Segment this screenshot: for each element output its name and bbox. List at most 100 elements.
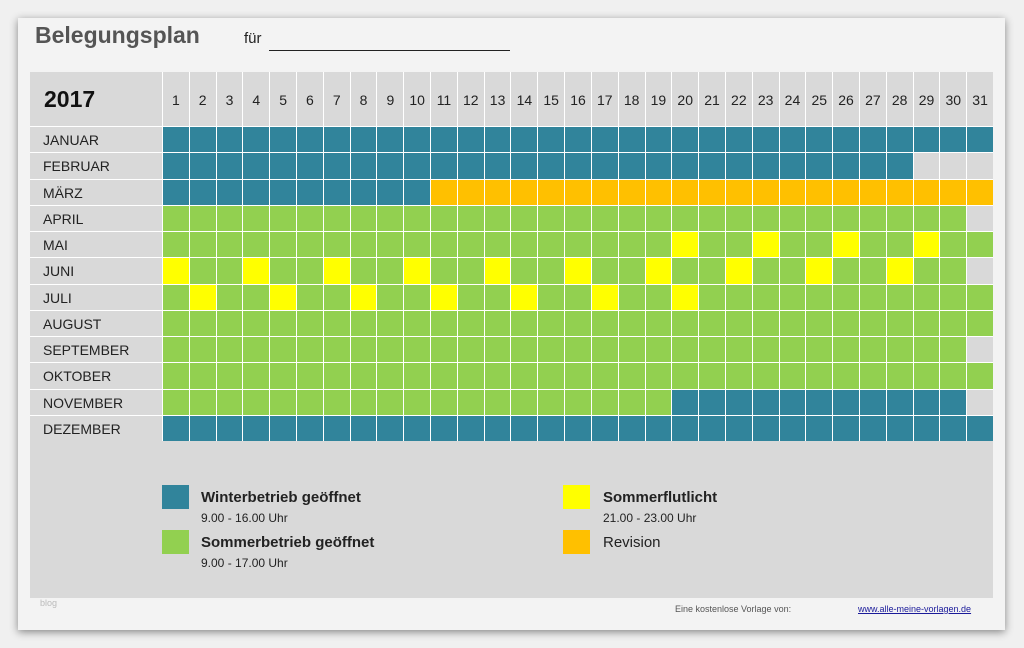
- day-cell[interactable]: [162, 309, 189, 336]
- day-cell[interactable]: [456, 362, 484, 389]
- day-cell[interactable]: [617, 152, 645, 179]
- day-cell[interactable]: [724, 336, 752, 363]
- day-cell[interactable]: [617, 178, 645, 205]
- day-cell[interactable]: [456, 414, 484, 441]
- day-cell[interactable]: [590, 388, 618, 415]
- day-cell[interactable]: [617, 309, 645, 336]
- day-cell[interactable]: [403, 126, 431, 153]
- day-cell[interactable]: [162, 336, 189, 363]
- day-cell[interactable]: [724, 309, 752, 336]
- day-cell[interactable]: [215, 362, 243, 389]
- day-cell[interactable]: [510, 388, 538, 415]
- day-cell[interactable]: [162, 231, 189, 258]
- day-cell[interactable]: [751, 388, 779, 415]
- day-cell[interactable]: [403, 152, 431, 179]
- day-cell[interactable]: [885, 178, 913, 205]
- day-cell[interactable]: [162, 204, 189, 231]
- day-cell[interactable]: [456, 152, 484, 179]
- day-cell[interactable]: [269, 126, 297, 153]
- day-cell[interactable]: [456, 178, 484, 205]
- day-cell[interactable]: [912, 336, 940, 363]
- day-cell[interactable]: [671, 152, 699, 179]
- day-cell[interactable]: [215, 204, 243, 231]
- day-cell[interactable]: [885, 414, 913, 441]
- day-cell[interactable]: [832, 126, 859, 153]
- day-cell[interactable]: [483, 283, 511, 310]
- day-cell[interactable]: [430, 178, 457, 205]
- day-cell[interactable]: [242, 204, 270, 231]
- day-cell[interactable]: [751, 152, 779, 179]
- day-cell[interactable]: [322, 283, 350, 310]
- day-cell[interactable]: [858, 283, 886, 310]
- day-cell[interactable]: [296, 362, 323, 389]
- day-cell[interactable]: [698, 257, 725, 284]
- day-cell[interactable]: [162, 178, 189, 205]
- day-cell[interactable]: [751, 126, 779, 153]
- day-cell[interactable]: [751, 231, 779, 258]
- day-cell[interactable]: [376, 336, 404, 363]
- day-cell[interactable]: [269, 283, 297, 310]
- day-cell[interactable]: [698, 414, 725, 441]
- day-cell[interactable]: [671, 336, 699, 363]
- day-cell[interactable]: [590, 152, 618, 179]
- day-cell[interactable]: [644, 414, 672, 441]
- day-cell[interactable]: [858, 204, 886, 231]
- day-cell[interactable]: [215, 388, 243, 415]
- day-cell[interactable]: [966, 204, 993, 231]
- day-cell[interactable]: [644, 178, 672, 205]
- day-cell[interactable]: [349, 178, 377, 205]
- day-cell[interactable]: [564, 414, 591, 441]
- day-cell[interactable]: [430, 362, 457, 389]
- day-cell[interactable]: [430, 231, 457, 258]
- day-cell[interactable]: [376, 388, 404, 415]
- day-cell[interactable]: [858, 309, 886, 336]
- day-cell[interactable]: [537, 178, 565, 205]
- day-cell[interactable]: [483, 336, 511, 363]
- day-cell[interactable]: [349, 309, 377, 336]
- day-cell[interactable]: [296, 126, 323, 153]
- day-cell[interactable]: [778, 309, 806, 336]
- day-cell[interactable]: [188, 362, 216, 389]
- day-cell[interactable]: [188, 126, 216, 153]
- day-cell[interactable]: [483, 257, 511, 284]
- day-cell[interactable]: [215, 178, 243, 205]
- day-cell[interactable]: [537, 362, 565, 389]
- day-cell[interactable]: [269, 388, 297, 415]
- day-cell[interactable]: [269, 178, 297, 205]
- day-cell[interactable]: [805, 388, 833, 415]
- day-cell[interactable]: [564, 204, 591, 231]
- day-cell[interactable]: [778, 388, 806, 415]
- day-cell[interactable]: [564, 309, 591, 336]
- day-cell[interactable]: [912, 152, 940, 179]
- day-cell[interactable]: [322, 231, 350, 258]
- day-cell[interactable]: [805, 178, 833, 205]
- day-cell[interactable]: [751, 178, 779, 205]
- day-cell[interactable]: [296, 204, 323, 231]
- day-cell[interactable]: [966, 126, 993, 153]
- day-cell[interactable]: [376, 178, 404, 205]
- day-cell[interactable]: [912, 362, 940, 389]
- day-cell[interactable]: [162, 362, 189, 389]
- day-cell[interactable]: [885, 231, 913, 258]
- day-cell[interactable]: [483, 388, 511, 415]
- day-cell[interactable]: [671, 126, 699, 153]
- day-cell[interactable]: [912, 204, 940, 231]
- day-cell[interactable]: [966, 178, 993, 205]
- day-cell[interactable]: [644, 152, 672, 179]
- day-cell[interactable]: [724, 178, 752, 205]
- day-cell[interactable]: [698, 309, 725, 336]
- day-cell[interactable]: [430, 204, 457, 231]
- day-cell[interactable]: [456, 336, 484, 363]
- day-cell[interactable]: [805, 152, 833, 179]
- day-cell[interactable]: [724, 204, 752, 231]
- day-cell[interactable]: [858, 336, 886, 363]
- day-cell[interactable]: [590, 336, 618, 363]
- day-cell[interactable]: [456, 204, 484, 231]
- day-cell[interactable]: [349, 336, 377, 363]
- day-cell[interactable]: [751, 204, 779, 231]
- day-cell[interactable]: [912, 178, 940, 205]
- day-cell[interactable]: [590, 231, 618, 258]
- day-cell[interactable]: [939, 126, 967, 153]
- day-cell[interactable]: [885, 126, 913, 153]
- day-cell[interactable]: [242, 414, 270, 441]
